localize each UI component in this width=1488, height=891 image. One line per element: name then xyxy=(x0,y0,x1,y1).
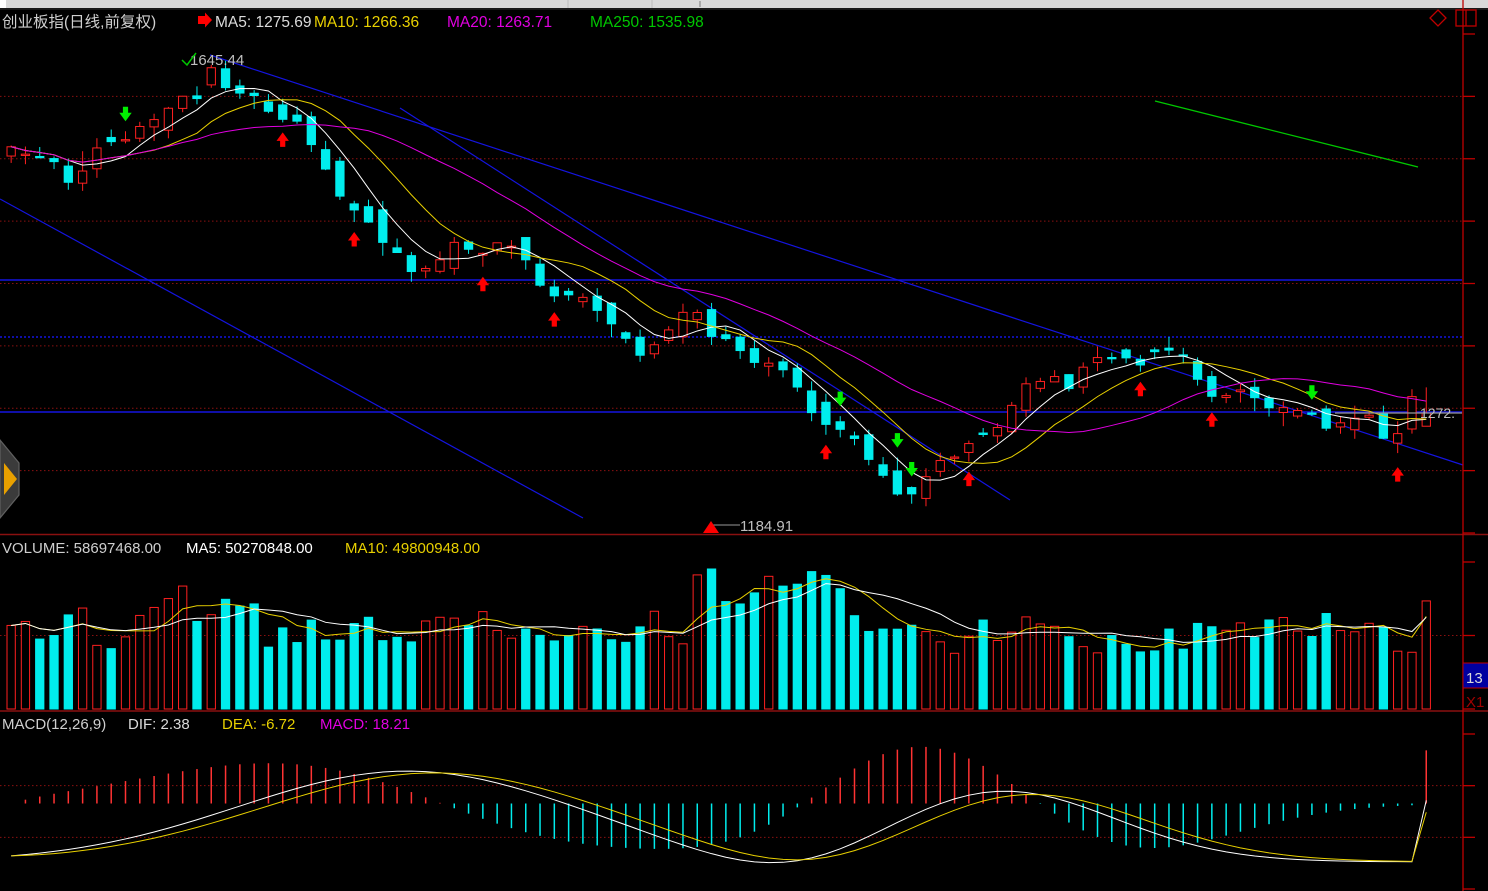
svg-text:DEA: -6.72: DEA: -6.72 xyxy=(222,716,295,733)
svg-text:VOLUME: 58697468.00: VOLUME: 58697468.00 xyxy=(2,540,161,557)
svg-text:MA20: 1263.71: MA20: 1263.71 xyxy=(447,14,552,31)
svg-text:创业板指(日线,前复权): 创业板指(日线,前复权) xyxy=(2,13,156,31)
svg-text:MA10: 49800948.00: MA10: 49800948.00 xyxy=(345,540,480,557)
svg-text:1645.44: 1645.44 xyxy=(190,52,244,69)
svg-text:1184.91: 1184.91 xyxy=(740,518,793,535)
svg-text:MACD(12,26,9): MACD(12,26,9) xyxy=(2,716,106,733)
svg-text:13: 13 xyxy=(1466,670,1483,687)
svg-text:MA5: 1275.69: MA5: 1275.69 xyxy=(215,14,312,31)
svg-text:MA10: 1266.36: MA10: 1266.36 xyxy=(314,14,419,31)
svg-text:1272.: 1272. xyxy=(1420,405,1455,421)
svg-text:X1: X1 xyxy=(1466,694,1484,711)
svg-text:MACD: 18.21: MACD: 18.21 xyxy=(320,716,410,733)
svg-text:MA250: 1535.98: MA250: 1535.98 xyxy=(590,14,704,31)
svg-text:MA5: 50270848.00: MA5: 50270848.00 xyxy=(186,540,313,557)
svg-text:DIF: 2.38: DIF: 2.38 xyxy=(128,716,190,733)
